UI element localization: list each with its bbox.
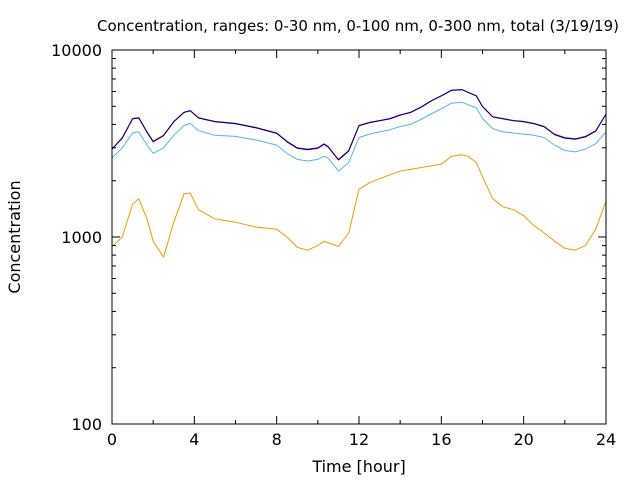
x-tick-label: 8: [272, 430, 282, 449]
plot-frame: [111, 49, 607, 425]
x-tick-label: 0: [107, 430, 117, 449]
chart-title: Concentration, ranges: 0-30 nm, 0-100 nm…: [97, 17, 619, 35]
ticks-group: 0 4 8 12 16 20 24 100 1000 10000: [51, 41, 616, 449]
series-line-2: [111, 101, 607, 172]
y-tick-label: 10000: [51, 41, 102, 60]
x-tick-label: 20: [513, 430, 533, 449]
x-tick-label: 16: [431, 430, 451, 449]
x-tick-label: 4: [189, 430, 199, 449]
x-tick-label: 24: [596, 430, 616, 449]
series-line-1: [111, 154, 607, 258]
series-line-4: [111, 89, 607, 161]
x-tick-label: 12: [349, 430, 369, 449]
y-tick-label: 1000: [61, 228, 102, 247]
y-axis-title: Concentration: [5, 180, 24, 293]
series-group: [111, 89, 607, 258]
y-tick-label: 100: [71, 415, 102, 434]
x-axis-title: Time [hour]: [311, 457, 405, 476]
